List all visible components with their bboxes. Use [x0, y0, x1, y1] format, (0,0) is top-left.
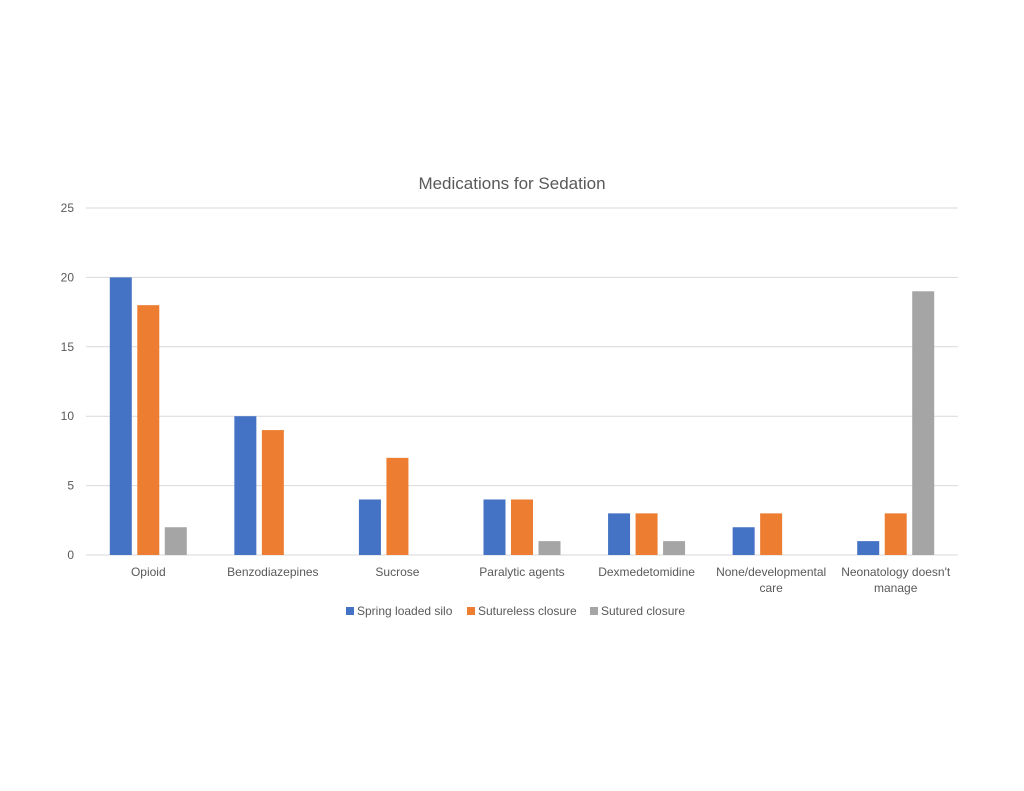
- x-tick-label: manage: [874, 581, 918, 595]
- bar: [663, 541, 686, 555]
- bar: [137, 305, 160, 555]
- bar: [483, 499, 506, 555]
- legend-swatch: [590, 607, 598, 615]
- legend-label: Sutured closure: [601, 604, 685, 618]
- bar: [386, 457, 409, 555]
- y-tick-label: 0: [67, 548, 74, 562]
- bars: [109, 277, 935, 555]
- chart-title: Medications for Sedation: [418, 174, 605, 193]
- gridlines: [86, 207, 958, 556]
- y-tick-label: 15: [61, 340, 75, 354]
- legend: Spring loaded silo Sutureless closure Sutu…: [346, 604, 685, 618]
- bar: [884, 513, 907, 555]
- x-tick-label: Opioid: [131, 565, 166, 579]
- y-tick-label: 20: [61, 270, 75, 284]
- legend-swatch: [467, 607, 475, 615]
- x-tick-label: Benzodiazepines: [227, 565, 318, 579]
- bar: [857, 541, 880, 555]
- bar: [261, 430, 284, 555]
- y-tick-label: 25: [61, 201, 75, 215]
- x-tick-label: Sucrose: [375, 565, 419, 579]
- legend-label: Sutureless closure: [478, 604, 577, 618]
- bar: [732, 527, 755, 555]
- x-tick-label: Neonatology doesn't: [841, 565, 951, 579]
- bar: [538, 541, 561, 555]
- bar: [109, 277, 132, 555]
- y-tick-label: 10: [61, 409, 75, 423]
- bar: [912, 291, 935, 555]
- y-tick-label: 5: [67, 479, 74, 493]
- x-axis-labels: Opioid Benzodiazepines Sucrose Paralytic ag…: [131, 565, 951, 595]
- x-tick-label: Dexmedetomidine: [598, 565, 695, 579]
- bar: [511, 499, 533, 555]
- legend-label: Spring loaded silo: [357, 604, 453, 618]
- bar: [608, 513, 631, 555]
- bar: [358, 499, 381, 555]
- legend-swatch: [346, 607, 354, 615]
- bar: [760, 513, 783, 555]
- bar: [635, 513, 658, 555]
- y-axis-ticks: 0 5 10 15 20 25: [61, 201, 75, 562]
- bar: [234, 416, 257, 555]
- x-tick-label: None/developmental: [716, 565, 826, 579]
- x-tick-label: care: [759, 581, 783, 595]
- x-tick-label: Paralytic agents: [479, 565, 564, 579]
- bar: [164, 527, 187, 555]
